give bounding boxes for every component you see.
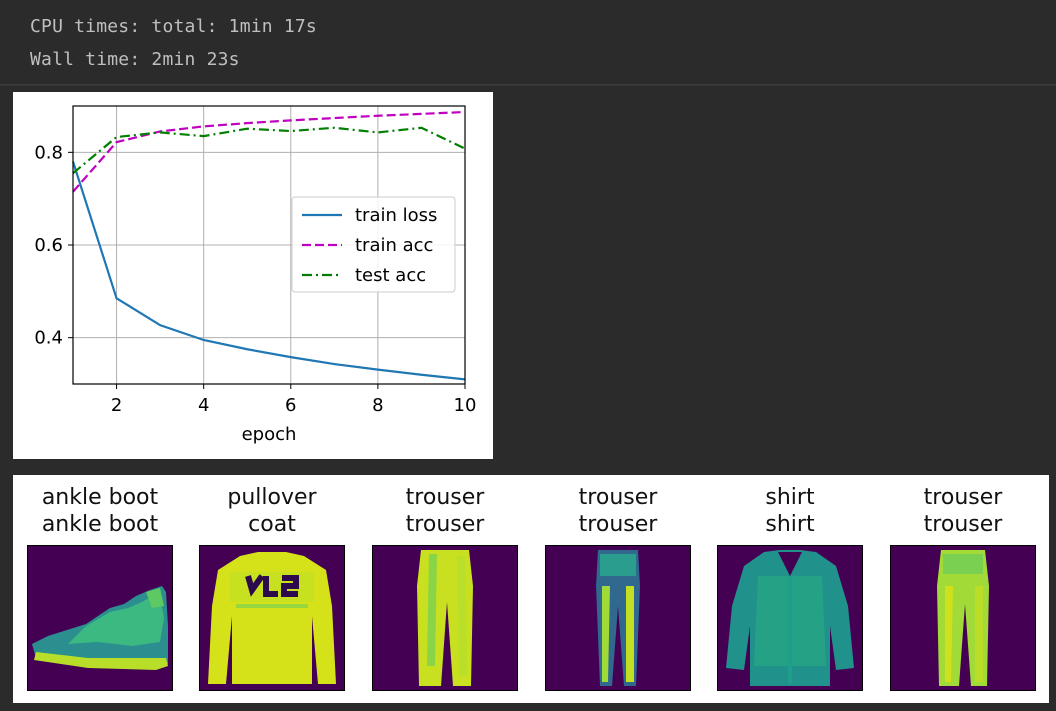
series-line-train-loss (71, 161, 466, 381)
pullover-image (199, 545, 345, 691)
trouser-icon (596, 550, 640, 686)
x-tick-label: 2 (111, 395, 122, 416)
trouser-image (545, 545, 691, 691)
x-tick-label: 8 (372, 395, 383, 416)
true-label: trouser (405, 485, 485, 510)
true-label: shirt (765, 485, 815, 510)
cpu-times-line: CPU times: total: 1min 17s (30, 16, 317, 37)
prediction-item: trouser trouser (545, 475, 691, 703)
prediction-grid: ankle boot ankle boot pullover coat trou… (13, 475, 1049, 703)
x-tick-label: 4 (198, 395, 209, 416)
predicted-label: trouser (405, 512, 485, 537)
predicted-label: shirt (765, 512, 815, 537)
trouser-icon (937, 550, 989, 686)
true-label: ankle boot (41, 485, 159, 510)
wall-time-line: Wall time: 2min 23s (30, 49, 240, 70)
x-tick-label: 6 (285, 395, 296, 416)
y-tick-label: 0.8 (34, 142, 63, 163)
trouser-icon (417, 550, 473, 686)
prediction-item: pullover coat (199, 475, 345, 703)
prediction-item: trouser trouser (890, 475, 1036, 703)
console-output: CPU times: total: 1min 17s Wall time: 2m… (0, 0, 1056, 85)
prediction-item: shirt shirt (717, 475, 863, 703)
ankle-boot-icon (32, 586, 168, 670)
y-tick-label: 0.6 (34, 235, 63, 256)
legend-box (291, 196, 456, 293)
chart-svg: 2 4 6 8 10 0.4 0.6 0.8 epoch train loss train acc t… (34, 105, 477, 445)
output-separator (0, 85, 1056, 86)
shirt-image (717, 545, 863, 691)
true-label: trouser (578, 485, 658, 510)
pullover-icon (208, 552, 336, 684)
legend-label: test acc (355, 265, 426, 286)
predicted-label: coat (248, 512, 296, 537)
trouser-image (372, 545, 518, 691)
true-label: trouser (923, 485, 1003, 510)
legend-label: train acc (355, 235, 433, 256)
training-chart: 2 4 6 8 10 0.4 0.6 0.8 epoch train loss train acc t… (13, 92, 493, 459)
predicted-label: ankle boot (41, 512, 159, 537)
legend-label: train loss (355, 205, 437, 226)
series-line-test-acc (72, 126, 466, 175)
prediction-item: ankle boot ankle boot (27, 475, 173, 703)
predicted-label: trouser (578, 512, 658, 537)
true-label: pullover (227, 485, 317, 510)
x-tick-label: 10 (454, 395, 477, 416)
trouser-image (890, 545, 1036, 691)
shirt-icon (726, 550, 854, 686)
y-tick-label: 0.4 (34, 328, 63, 349)
x-axis-label: epoch (242, 424, 297, 445)
prediction-item: trouser trouser (372, 475, 518, 703)
ankle-boot-image (27, 545, 173, 691)
predicted-label: trouser (923, 512, 1003, 537)
series-line-train-acc (72, 110, 466, 193)
